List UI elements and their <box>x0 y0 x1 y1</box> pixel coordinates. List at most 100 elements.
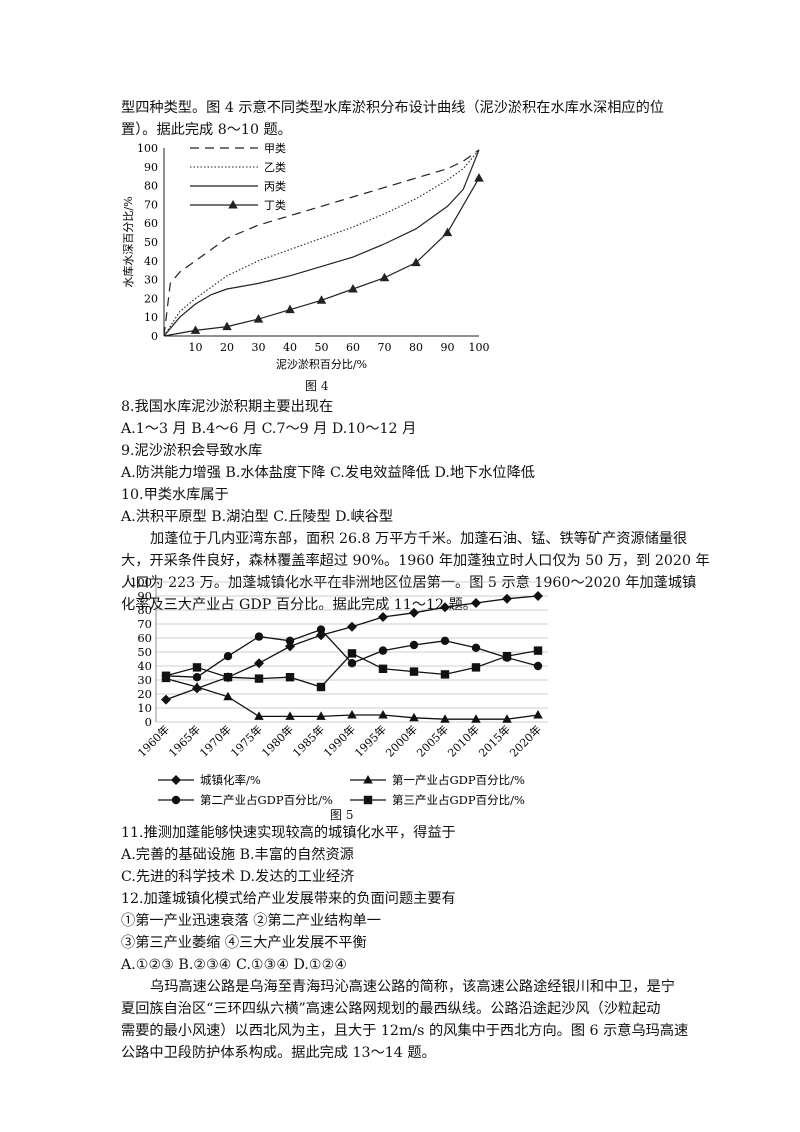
triangle-marker <box>347 710 357 719</box>
y-tick-label: 50 <box>144 236 158 249</box>
square-marker <box>161 671 171 680</box>
question-12-options: A.①②③ B.②③④ C.①③④ D.①②④ <box>121 957 348 973</box>
figure-4-chart: 0 10 20 30 40 50 60 70 80 90 100 10 20 30 40 50 60 70 80 90… <box>122 141 490 371</box>
series-line-3 <box>163 149 480 337</box>
x-tick-label: 100 <box>469 341 490 354</box>
y-tick-label: 50 <box>137 645 152 659</box>
passage-2-line-2: 大，开采条件良好，森林覆盖率超过 90%。1960 年加蓬独立时人口仅为 50 … <box>121 553 710 569</box>
y-tick-label: 70 <box>144 198 158 211</box>
square-marker <box>347 649 357 658</box>
diamond-marker <box>471 598 481 608</box>
y-tick-label: 90 <box>144 161 158 174</box>
intro-line-2: 置）。据此完成 8～10 题。 <box>121 122 292 138</box>
triangle-marker <box>533 710 543 719</box>
legend-label-1: 甲类 <box>264 141 286 155</box>
circle-marker <box>533 661 543 671</box>
triangle-marker <box>411 257 421 267</box>
series-line-1 <box>165 595 539 701</box>
y-tick-label: 10 <box>144 311 158 324</box>
y-tick-label: 80 <box>144 180 158 193</box>
question-12-choice-line-1: ①第一产业迅速衰落 ②第二产业结构单一 <box>121 913 381 929</box>
square-marker <box>316 682 326 692</box>
square-marker <box>192 663 202 672</box>
triangle-marker <box>348 284 358 293</box>
question-9-stem: 9.泥沙淤积会导致水库 <box>121 443 263 459</box>
x-tick-label: 1960年 <box>135 722 172 759</box>
x-tick-label: 30 <box>252 341 266 354</box>
x-tick-label: 1970年 <box>197 722 234 759</box>
square-marker <box>378 664 388 673</box>
legend-circle-marker <box>171 795 181 805</box>
diamond-marker <box>440 602 450 613</box>
y-tick-label: 100 <box>137 142 158 155</box>
legend-square-marker <box>363 795 373 805</box>
circle-marker <box>409 640 419 650</box>
passage-3-line-2: 夏回族自治区“三环四纵六横”高速公路网规划的最西纵线。公路沿途起沙风（沙粒起动 <box>121 1001 661 1017</box>
square-marker <box>409 667 419 676</box>
legend-label-3: 第二产业占GDP百分比/% <box>200 793 333 807</box>
legend-triangle-marker <box>363 775 373 784</box>
passage-2-line-1: 加蓬位于几内亚湾东部，面积 26.8 万平方千米。加蓬石油、锰、铁等矿产资源储量… <box>150 531 688 547</box>
x-tick-label: 1965年 <box>166 722 203 759</box>
x-tick-label: 50 <box>315 341 329 354</box>
question-10-stem: 10.甲类水库属于 <box>121 487 229 503</box>
circle-marker <box>378 646 388 655</box>
diamond-marker <box>502 593 512 604</box>
x-tick-label: 40 <box>283 341 297 354</box>
x-tick-label: 10 <box>189 341 203 354</box>
x-tick-label: 2015年 <box>476 722 513 759</box>
figure-4-axes: 0 10 20 30 40 50 60 70 80 90 100 10 20 30 40 50 60 70 80 90… <box>122 142 490 371</box>
triangle-marker <box>379 272 390 282</box>
legend-label-1: 城镇化率/% <box>200 773 261 787</box>
triangle-marker <box>502 714 512 723</box>
y-tick-label: 100 <box>130 575 152 589</box>
square-marker <box>285 673 295 682</box>
figure-5-caption: 图 5 <box>330 808 354 822</box>
y-tick-label: 60 <box>144 217 158 230</box>
question-12-stem: 12.加蓬城镇化模式给产业发展带来的负面问题主要有 <box>121 891 456 907</box>
question-10-options: A.洪积平原型 B.湖泊型 C.丘陵型 D.峡谷型 <box>121 509 394 525</box>
figure-4-caption: 图 4 <box>305 379 329 393</box>
square-marker <box>471 663 481 672</box>
square-marker <box>533 646 543 655</box>
question-8-stem: 8.我国水库泥沙淤积期主要出现在 <box>121 399 334 415</box>
passage-2-line-3: 人口为 223 万。加蓬城镇化水平在非洲地区位居第一。图 5 示意 1960～2… <box>121 575 697 591</box>
y-tick-label: 40 <box>137 659 152 673</box>
x-tick-label: 1980年 <box>259 722 296 759</box>
y-tick-label: 20 <box>144 292 158 305</box>
diamond-marker <box>533 591 543 601</box>
figure-5-legend: 城镇化率/% 第一产业占GDP百分比/% 第二产业占GDP百分比/% 第三产业占GDP… <box>158 773 525 807</box>
legend-label-4: 第三产业占GDP百分比/% <box>392 793 525 807</box>
triangle-marker <box>190 325 201 334</box>
diamond-marker <box>347 621 357 632</box>
square-marker <box>254 674 264 683</box>
diamond-marker <box>378 612 388 622</box>
figure-4-lines <box>163 149 484 337</box>
circle-marker <box>316 625 326 634</box>
x-tick-label: 60 <box>346 341 360 354</box>
triangle-marker <box>285 304 295 314</box>
x-tick-label: 1995年 <box>352 722 389 759</box>
x-tick-label: 20 <box>220 341 234 354</box>
diamond-marker <box>161 694 171 705</box>
circle-marker <box>254 632 264 641</box>
y-tick-label: 60 <box>137 631 152 645</box>
legend-label-2: 第一产业占GDP百分比/% <box>392 773 525 787</box>
circle-marker <box>192 673 202 682</box>
triangle-marker <box>474 173 484 182</box>
series-line-1 <box>163 149 480 337</box>
y-tick-label: 70 <box>137 617 152 631</box>
circle-marker <box>471 643 481 652</box>
question-8-options: A.1～3 月 B.4～6 月 C.7～9 月 D.10～12 月 <box>121 421 417 437</box>
passage-3-line-4: 公路中卫段防护体系构成。据此完成 13～14 题。 <box>121 1045 436 1061</box>
y-tick-label: 40 <box>144 255 158 268</box>
triangle-marker <box>316 711 326 720</box>
series-line-2 <box>163 149 480 337</box>
triangle-marker <box>316 295 327 304</box>
question-11-options-line-1: A.完善的基础设施 B.丰富的自然资源 <box>121 847 354 863</box>
x-tick-label: 1990年 <box>321 722 358 759</box>
triangle-marker <box>253 314 264 323</box>
passage-3-line-3: 需要的最小风速）以西北风为主，且大于 12m/s 的风集中于西北方向。图 6 示… <box>121 1023 689 1039</box>
